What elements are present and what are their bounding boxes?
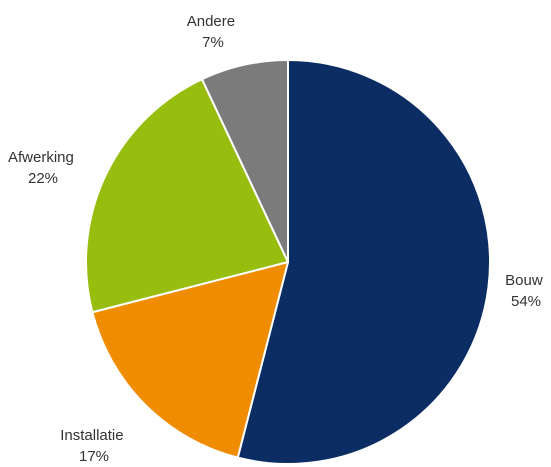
label-bouw: Bouw 54% (505, 272, 547, 310)
pie-slices (85, 59, 492, 465)
pie-slice-installatie (91, 261, 289, 459)
label-installatie: Installatie 17% (60, 427, 128, 465)
pie-labels: Bouw 54% Installatie 17% Afwerking 22% A… (8, 13, 547, 465)
pie-slice-bouw (236, 59, 492, 465)
pie-slice-afwerking (85, 78, 289, 314)
label-afwerking: Afwerking 22% (8, 149, 78, 187)
label-andere: Andere 7% (187, 13, 240, 51)
pie-slice-andere (200, 59, 289, 263)
